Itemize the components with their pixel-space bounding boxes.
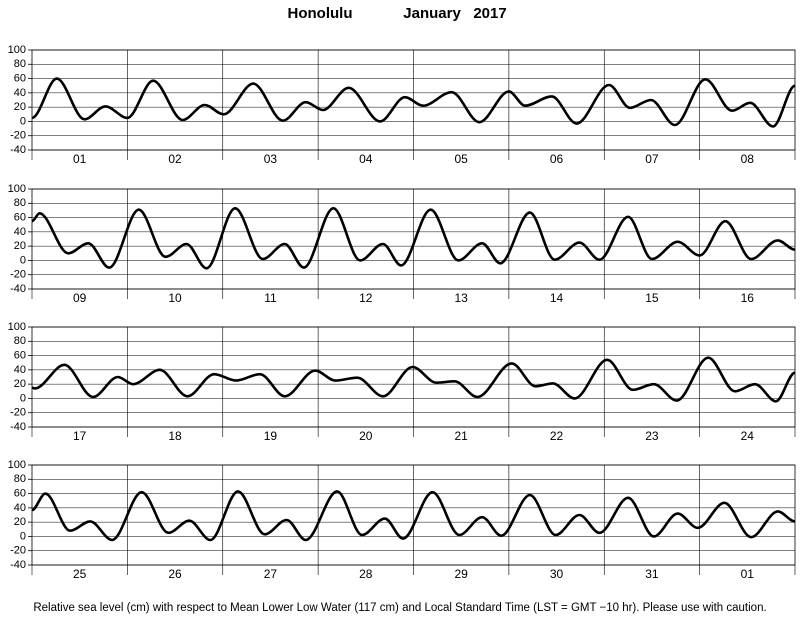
x-tick-label: 30 <box>550 567 564 581</box>
y-tick-label: 0 <box>20 392 26 404</box>
x-tick-label: 03 <box>264 152 278 166</box>
x-tick-label: 19 <box>264 429 278 443</box>
y-tick-label: 100 <box>8 459 26 471</box>
y-tick-label: 40 <box>14 226 26 238</box>
x-tick-label: 15 <box>645 291 659 305</box>
x-tick-label: 26 <box>168 567 182 581</box>
y-tick-label: -40 <box>10 283 26 295</box>
x-tick-label: 24 <box>741 429 755 443</box>
x-tick-label: 22 <box>550 429 564 443</box>
tide-line <box>31 206 796 270</box>
x-tick-label: 16 <box>741 291 755 305</box>
chart-title: Honolulu <box>288 5 353 22</box>
y-tick-label: 80 <box>14 335 26 347</box>
y-tick-label: 100 <box>8 183 26 195</box>
x-tick-label: 04 <box>359 152 373 166</box>
y-tick-label: 100 <box>8 321 26 333</box>
x-tick-label: 20 <box>359 429 373 443</box>
y-tick-label: 40 <box>14 502 26 514</box>
y-tick-label: 80 <box>14 58 26 70</box>
y-tick-label: 20 <box>14 101 26 113</box>
y-tick-label: 60 <box>14 487 26 499</box>
x-tick-label: 08 <box>741 152 755 166</box>
y-tick-label: 60 <box>14 72 26 84</box>
y-tick-label: -20 <box>10 130 26 142</box>
x-tick-label: 05 <box>455 152 469 166</box>
y-tick-label: 80 <box>14 197 26 209</box>
y-tick-label: 20 <box>14 516 26 528</box>
x-tick-label: 11 <box>264 291 277 305</box>
x-tick-label: 28 <box>359 567 373 581</box>
y-tick-label: 0 <box>20 254 26 266</box>
plot-frame <box>31 188 796 290</box>
y-tick-label: 60 <box>14 349 26 361</box>
x-tick-label: 23 <box>645 429 659 443</box>
y-tick-label: -20 <box>10 407 26 419</box>
x-tick-label: 01 <box>741 567 755 581</box>
x-tick-label: 09 <box>73 291 87 305</box>
tide-line <box>31 490 796 542</box>
y-tick-label: 60 <box>14 211 26 223</box>
y-tick-label: 20 <box>14 240 26 252</box>
y-tick-label: -40 <box>10 421 26 433</box>
x-tick-label: 31 <box>645 567 659 581</box>
x-tick-label: 02 <box>168 152 182 166</box>
y-tick-label: -40 <box>10 144 26 156</box>
chart-subtitle: January 2017 <box>403 5 506 22</box>
tide-line <box>31 77 796 128</box>
y-tick-label: 80 <box>14 473 26 485</box>
tide-line <box>31 356 796 403</box>
x-tick-label: 27 <box>264 567 278 581</box>
y-tick-label: -20 <box>10 269 26 281</box>
plot-frame <box>31 464 796 566</box>
x-tick-label: 13 <box>455 291 469 305</box>
plot-frame <box>31 326 796 428</box>
x-tick-label: 01 <box>73 152 87 166</box>
x-tick-label: 25 <box>73 567 87 581</box>
x-tick-label: 14 <box>550 291 564 305</box>
y-tick-label: 0 <box>20 115 26 127</box>
y-tick-label: 0 <box>20 530 26 542</box>
x-tick-label: 21 <box>455 429 469 443</box>
x-tick-label: 06 <box>550 152 564 166</box>
x-tick-label: 17 <box>73 429 87 443</box>
y-tick-label: 40 <box>14 87 26 99</box>
caption: Relative sea level (cm) with respect to … <box>33 602 766 614</box>
y-tick-label: -20 <box>10 545 26 557</box>
y-tick-label: -40 <box>10 559 26 571</box>
y-tick-label: 100 <box>8 44 26 56</box>
y-tick-label: 20 <box>14 378 26 390</box>
x-tick-label: 10 <box>168 291 182 305</box>
x-tick-label: 12 <box>359 291 373 305</box>
x-tick-label: 29 <box>455 567 469 581</box>
x-tick-label: 07 <box>645 152 659 166</box>
plot-frame <box>31 49 796 151</box>
y-tick-label: 40 <box>14 364 26 376</box>
x-tick-label: 18 <box>168 429 182 443</box>
